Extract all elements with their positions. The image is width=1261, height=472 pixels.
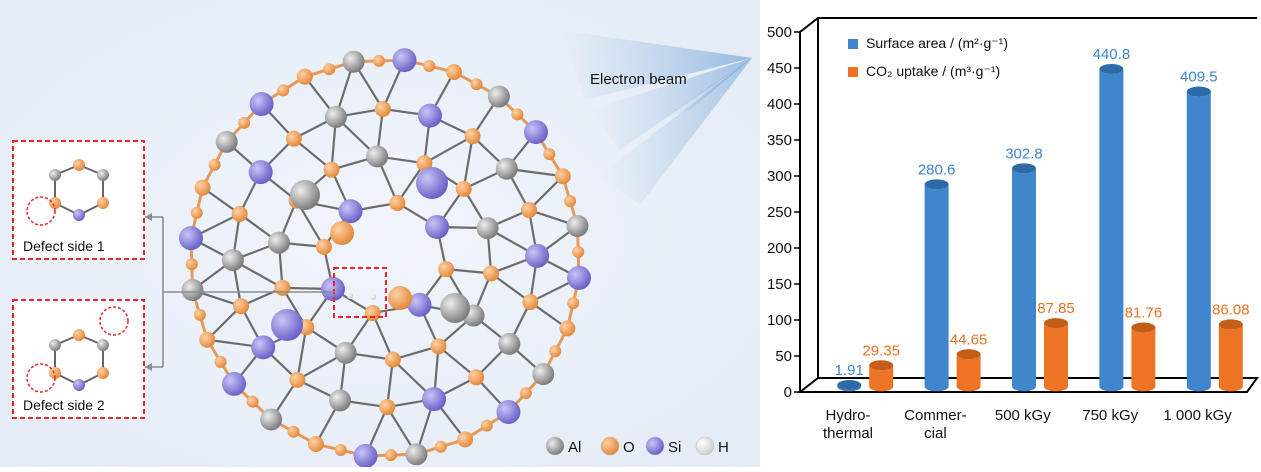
x-axis-labels: Hydro-thermal Commer-cial 500 kGy 750 kGy 1 … [823,407,1232,442]
y-tick-label: 100 [767,312,792,329]
legend-swatch-o [600,436,620,456]
data-label: 44.65 [950,331,988,348]
bar-co2-uptake [1218,324,1243,392]
data-label: 81.76 [1125,305,1163,322]
bar-chart: 0 50 100 150 200 250 300 350 400 450 500 1.91 29.35… [760,0,1261,467]
zeolite-structure-illustration: Electron beam Defect side 1 Defe [0,0,760,468]
data-label: 87.85 [1037,300,1075,317]
bar-cap [1186,86,1211,97]
bar-co2-uptake [869,365,894,392]
y-tick-label: 150 [767,276,792,293]
bar-cap [956,349,981,360]
bar-co2-uptake [1131,327,1156,392]
data-label: 302.8 [1005,145,1043,162]
bar-surface-area [1186,91,1211,392]
electron-beam [560,30,752,205]
y-tick-label: 200 [767,240,792,257]
x-tick-label: Hydro- [825,407,870,424]
defect-side-1-panel: Defect side 1 [12,140,145,260]
bar-cap [1044,318,1068,329]
y-tick-label: 0 [784,384,792,401]
bar-cap [837,380,862,391]
y-tick-label: 500 [767,24,792,41]
legend-label: Surface area / (m²·g⁻¹) [866,35,1008,51]
zeolite-figure: Electron beam Defect side 1 Defe [0,0,760,468]
legend-swatch [848,39,858,49]
legend-swatch-h [695,436,715,456]
bar-chart-svg: 0 50 100 150 200 250 300 350 400 450 500 1.91 29.35… [767,17,1259,442]
legend-label-h: H [718,439,729,456]
legend-label-al: Al [568,439,581,456]
y-axis: 0 50 100 150 200 250 300 350 400 450 500 [767,24,800,401]
data-label: 1.91 [835,362,864,379]
bar-surface-area [837,385,862,392]
bars [837,64,1243,392]
y-tick-label: 250 [767,204,792,221]
x-tick-label: 500 kGy [995,407,1051,424]
legend-label-si: Si [668,439,681,456]
legend-swatch-si [645,436,665,456]
data-label: 440.8 [1093,46,1131,63]
y-tick-label: 450 [767,60,792,77]
bar-cap [869,360,894,371]
legend-label: CO₂ uptake / (m³·g⁻¹) [866,63,1000,79]
legend-swatch-al [545,436,565,456]
atom-legend: Al O Si H [545,436,729,456]
bar-cap [924,179,949,190]
y-tick-label: 400 [767,96,792,113]
y-tick-label: 300 [767,168,792,185]
bar-cap [1099,64,1124,75]
defect-side-2-panel: Defect side 2 [12,299,145,419]
legend: Surface area / (m²·g⁻¹) CO₂ uptake / (m³·… [848,35,1008,79]
connector-lines [145,213,335,371]
x-tick-label: 1 000 kGy [1163,407,1232,424]
defect-2-label: Defect side 2 [23,397,105,413]
data-labels: 1.91 29.35 280.6 44.65 302.8 87.85 440.8 81.76 4… [835,46,1250,379]
zeolite-cage [178,48,592,468]
bar-surface-area [1099,69,1124,392]
bar-cap [1218,319,1243,330]
data-label: 280.6 [918,161,956,178]
x-tick-label: cial [924,425,947,442]
x-tick-label: Commer- [904,407,967,424]
x-tick-label: thermal [823,425,873,442]
defect-1-label: Defect side 1 [23,238,105,254]
beam-label: Electron beam [590,71,687,88]
x-tick-label: 750 kGy [1082,407,1138,424]
bar-cap [1012,163,1036,174]
legend-swatch [848,67,858,77]
bar-surface-area [924,184,949,392]
bar-cap [1131,322,1156,333]
bar-co2-uptake [956,354,981,392]
legend-label-o: O [623,439,635,456]
bar-co2-uptake [1044,323,1068,392]
y-tick-label: 50 [775,348,792,365]
data-label: 86.08 [1212,301,1250,318]
y-tick-label: 350 [767,132,792,149]
bar-surface-area [1012,168,1036,392]
data-label: 409.5 [1180,69,1218,86]
data-label: 29.35 [862,342,900,359]
